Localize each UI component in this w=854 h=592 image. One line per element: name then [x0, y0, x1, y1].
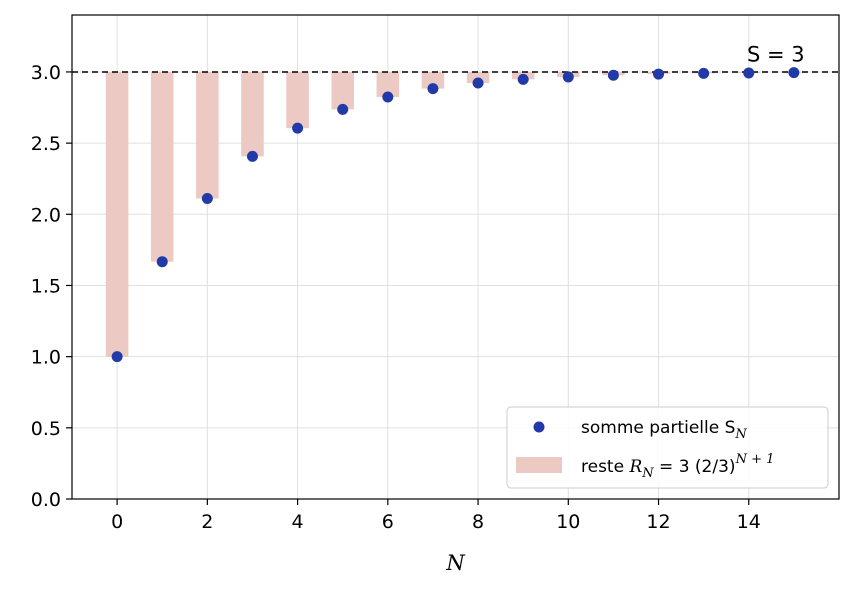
- residual-bar: [376, 71, 400, 97]
- annotation-s-equals-3: S = 3: [747, 42, 805, 66]
- residual-bar: [241, 71, 264, 157]
- x-tick-label: 12: [646, 511, 670, 533]
- partial-sum-point: [111, 351, 123, 363]
- residual-bar: [466, 71, 490, 84]
- y-tick-label: 1.0: [31, 347, 61, 369]
- partial-sum-point: [653, 68, 665, 80]
- x-tick-label: 10: [556, 511, 580, 533]
- y-tick-label: 2.0: [31, 204, 61, 226]
- partial-sum-point: [607, 69, 619, 81]
- partial-sum-point: [788, 67, 800, 79]
- x-tick-label: 8: [472, 511, 484, 533]
- x-axis: 0 2 4 6 8 10 12 14: [111, 499, 761, 533]
- y-tick-label: 1.5: [31, 275, 61, 297]
- partial-sum-point: [246, 150, 258, 162]
- partial-sum-point: [427, 83, 439, 95]
- y-tick-label: 2.5: [31, 133, 61, 155]
- legend-scatter-label: somme partielle SN: [581, 418, 747, 442]
- residual-bar: [105, 71, 129, 357]
- plot-frame: [71, 14, 840, 500]
- grid: [72, 15, 839, 500]
- y-tick-label: 0.0: [31, 489, 61, 511]
- residual-bar: [331, 71, 354, 110]
- partial-sum-point: [743, 67, 755, 79]
- x-tick-label: 6: [382, 511, 394, 533]
- partial-sum-point: [562, 71, 574, 83]
- legend-box: [506, 406, 829, 489]
- partial-sum-point: [382, 91, 394, 103]
- residual-bar: [196, 71, 219, 199]
- partial-sum-point: [156, 256, 168, 268]
- partial-sum-point: [698, 67, 710, 79]
- partial-sum-point: [292, 122, 304, 134]
- legend: somme partielle SN reste RN = 3 (2/3)N +…: [506, 406, 829, 489]
- legend-bar-swatch: [516, 457, 562, 473]
- residual-bar: [150, 71, 174, 262]
- residual-bar: [421, 71, 445, 89]
- partial-sum-points: [111, 67, 800, 363]
- x-tick-label: 2: [201, 511, 213, 533]
- y-axis: 0.0 0.5 1.0 1.5 2.0 2.5 3.0: [31, 62, 72, 511]
- y-tick-label: 3.0: [31, 62, 61, 84]
- y-tick-label: 0.5: [31, 418, 61, 440]
- x-tick-label: 0: [111, 511, 123, 533]
- residual-bar: [286, 71, 309, 129]
- x-tick-label: 14: [737, 511, 761, 533]
- x-axis-title: N: [445, 551, 465, 575]
- x-tick-label: 4: [292, 511, 304, 533]
- partial-sum-point: [472, 77, 484, 89]
- partial-sum-point: [337, 103, 349, 115]
- legend-scatter-marker: [533, 421, 545, 433]
- partial-sum-point: [517, 73, 529, 85]
- partial-sum-point: [201, 192, 213, 204]
- legend-bar-label: reste RN = 3 (2/3)N + 1: [581, 452, 774, 481]
